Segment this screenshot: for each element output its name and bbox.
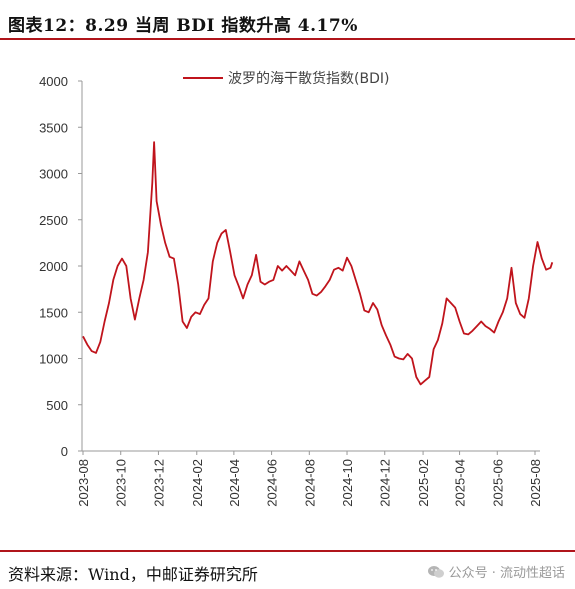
x-tick-label: 2024-02 (190, 459, 205, 507)
y-tick-label: 1500 (39, 305, 68, 320)
bdi-series-line (82, 141, 554, 386)
chart-header: 图表12：8.29 当周 BDI 指数升高 4.17% (0, 0, 575, 40)
x-tick-label: 2025-06 (490, 459, 505, 507)
wechat-icon (427, 565, 444, 578)
x-tick-label: 2024-10 (340, 459, 355, 507)
x-tick-label: 2023-08 (76, 459, 91, 507)
x-tick-label: 2023-10 (114, 459, 129, 507)
y-tick-label: 2500 (39, 213, 68, 228)
x-tick-label: 2024-04 (227, 459, 242, 507)
y-tick-label: 500 (46, 398, 68, 413)
x-tick-label: 2024-06 (265, 459, 280, 507)
y-tick-label: 0 (61, 444, 68, 459)
wechat-watermark: 公众号 · 流动性超话 (427, 562, 565, 581)
y-tick-label: 3000 (39, 167, 68, 182)
y-tick-label: 2000 (39, 259, 68, 274)
bdi-line-chart: 0 500 1000 1500 2000 2500 3000 3500 4000 2023-08 2… (39, 70, 554, 507)
x-tick-label: 2025-02 (416, 459, 431, 507)
chart-title: 图表12：8.29 当周 BDI 指数升高 4.17% (8, 16, 358, 36)
legend-label: 波罗的海干散货指数(BDI) (228, 70, 389, 87)
y-tick-label: 3500 (39, 120, 68, 135)
x-tick-label: 2024-08 (302, 459, 317, 507)
x-tick-label: 2023-12 (151, 459, 166, 507)
watermark-text: 公众号 · 流动性超话 (448, 566, 565, 581)
x-tick-label: 2024-12 (378, 459, 393, 507)
y-tick-label: 4000 (39, 74, 68, 89)
y-tick-label: 1000 (39, 352, 68, 367)
chart-footer: 资料来源：Wind，中邮证券研究所 公众号 · 流动性超话 (0, 550, 575, 589)
x-tick-label: 2025-04 (453, 459, 468, 507)
x-tick-label: 2025-08 (528, 459, 543, 507)
data-source-note: 资料来源：Wind，中邮证券研究所 (8, 565, 258, 584)
